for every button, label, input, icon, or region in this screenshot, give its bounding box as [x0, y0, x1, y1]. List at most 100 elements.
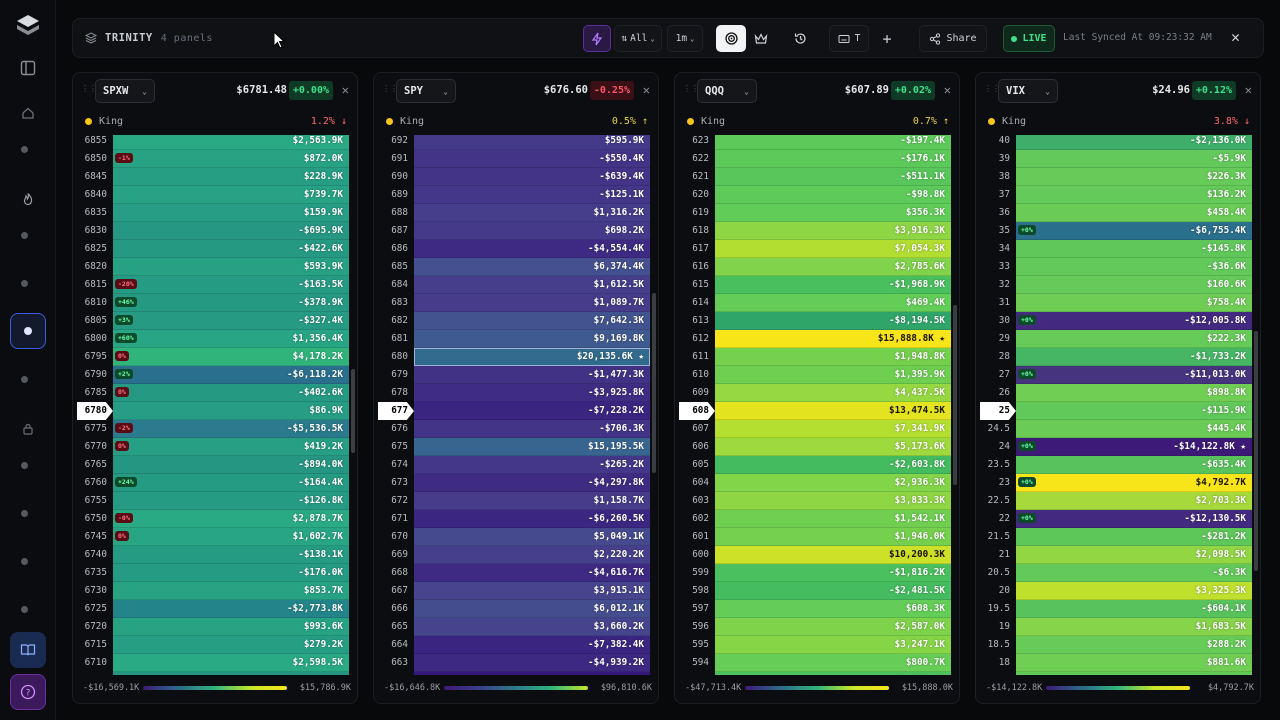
table-row[interactable]: 667 $3,915.1K	[374, 582, 658, 600]
table-row[interactable]: 6785 0% -$402.6K	[73, 384, 357, 402]
table-row[interactable]: 609 $4,437.5K	[675, 384, 959, 402]
table-row[interactable]: 682 $7,642.3K	[374, 312, 658, 330]
table-row[interactable]: 29 $222.3K	[976, 330, 1260, 348]
table-row[interactable]: 26 $898.8K	[976, 384, 1260, 402]
table-row[interactable]: 683 $1,089.7K	[374, 294, 658, 312]
table-row[interactable]: 21.5 -$281.2K	[976, 528, 1260, 546]
ticker-dropdown[interactable]: VIX ⌄	[998, 79, 1058, 103]
reset-button[interactable]	[787, 25, 813, 52]
drag-handle-icon[interactable]: ⋮⋮	[683, 84, 699, 93]
table-row[interactable]: 673 -$4,297.8K	[374, 474, 658, 492]
table-row[interactable]: 687 $698.2K	[374, 222, 658, 240]
interval-dropdown[interactable]: 1m ⌄	[667, 25, 703, 52]
table-row[interactable]: 28 -$1,733.2K	[976, 348, 1260, 366]
strike-grid[interactable]: 6855 $2,563.9K 6850 -1% $872.0K 6845 $22…	[73, 135, 357, 675]
book-icon[interactable]	[10, 632, 46, 668]
table-row[interactable]: 23 +0% $4,792.7K	[976, 474, 1260, 492]
table-row[interactable]: 6715 $279.2K	[73, 636, 357, 654]
help-icon[interactable]: ?	[10, 674, 46, 710]
table-row[interactable]: 608 $13,474.5K	[675, 402, 959, 420]
table-row[interactable]: 599 -$1,816.2K	[675, 564, 959, 582]
table-row[interactable]: 6775 -2% -$5,536.5K	[73, 420, 357, 438]
table-row[interactable]: 600 $10,200.3K	[675, 546, 959, 564]
lightning-button[interactable]	[583, 25, 611, 52]
table-row[interactable]: 607 $7,341.9K	[675, 420, 959, 438]
table-row[interactable]: 688 $1,316.2K	[374, 204, 658, 222]
table-row[interactable]: 6855 $2,563.9K	[73, 135, 357, 150]
table-row[interactable]: 689 -$125.1K	[374, 186, 658, 204]
dot-icon[interactable]	[21, 462, 28, 469]
crown-button[interactable]	[747, 25, 775, 52]
table-row[interactable]: 6735 -$176.0K	[73, 564, 357, 582]
table-row[interactable]: 19.5 -$604.1K	[976, 600, 1260, 618]
table-row[interactable]: 6720 $993.6K	[73, 618, 357, 636]
table-row[interactable]: 612 $15,888.8K ★	[675, 330, 959, 348]
table-row[interactable]: 680 $20,135.6K ★	[374, 348, 658, 366]
table-row[interactable]: 6800 +60% $1,356.4K	[73, 330, 357, 348]
table-row[interactable]: 20 $3,325.3K	[976, 582, 1260, 600]
table-row[interactable]: 6705 -$1,015.1K	[73, 672, 357, 675]
table-row[interactable]: 614 $469.4K	[675, 294, 959, 312]
table-row[interactable]: 40 -$2,136.0K	[976, 135, 1260, 150]
table-row[interactable]: 32 $160.6K	[976, 276, 1260, 294]
close-icon[interactable]: ✕	[1231, 28, 1241, 46]
table-row[interactable]: 6840 $739.7K	[73, 186, 357, 204]
table-row[interactable]: 36 $458.4K	[976, 204, 1260, 222]
table-row[interactable]: 6795 0% $4,178.2K	[73, 348, 357, 366]
home-icon[interactable]	[10, 95, 46, 131]
table-row[interactable]: 6845 $228.9K	[73, 168, 357, 186]
table-row[interactable]: 616 $2,785.6K	[675, 258, 959, 276]
table-row[interactable]: 39 -$5.9K	[976, 150, 1260, 168]
table-row[interactable]: 601 $1,946.0K	[675, 528, 959, 546]
table-row[interactable]: 602 $1,542.1K	[675, 510, 959, 528]
table-row[interactable]: 34 -$145.8K	[976, 240, 1260, 258]
table-row[interactable]: 24.5 $445.4K	[976, 420, 1260, 438]
table-row[interactable]: 19 $1,683.5K	[976, 618, 1260, 636]
table-row[interactable]: 24 +0% -$14,122.8K ★	[976, 438, 1260, 456]
flame-icon[interactable]	[10, 181, 46, 217]
table-row[interactable]: 6730 $853.7K	[73, 582, 357, 600]
table-row[interactable]: 613 -$8,194.5K	[675, 312, 959, 330]
scrollbar[interactable]	[351, 369, 355, 453]
table-row[interactable]: 681 $9,169.8K	[374, 330, 658, 348]
table-row[interactable]: 6750 -0% $2,878.7K	[73, 510, 357, 528]
table-row[interactable]: 23.5 -$635.4K	[976, 456, 1260, 474]
table-row[interactable]: 35 +0% -$6,755.4K	[976, 222, 1260, 240]
share-button[interactable]: Share	[919, 25, 987, 52]
scrollbar[interactable]	[652, 293, 656, 473]
close-icon[interactable]: ✕	[642, 83, 650, 97]
table-row[interactable]: 6780 $86.9K	[73, 402, 357, 420]
table-row[interactable]: 685 $6,374.4K	[374, 258, 658, 276]
table-row[interactable]: 22.5 $2,703.3K	[976, 492, 1260, 510]
table-row[interactable]: 6790 +2% -$6,118.2K	[73, 366, 357, 384]
logo-icon[interactable]	[10, 8, 46, 44]
table-row[interactable]: 22 +0% -$12,130.5K	[976, 510, 1260, 528]
table-row[interactable]: 6820 $593.9K	[73, 258, 357, 276]
table-row[interactable]: 6835 $159.9K	[73, 204, 357, 222]
table-row[interactable]: 615 -$1,968.9K	[675, 276, 959, 294]
table-row[interactable]: 33 -$36.6K	[976, 258, 1260, 276]
close-icon[interactable]: ✕	[341, 83, 349, 97]
table-row[interactable]: 604 $2,936.3K	[675, 474, 959, 492]
table-row[interactable]: 671 -$6,260.5K	[374, 510, 658, 528]
table-row[interactable]: 6725 -$2,773.8K	[73, 600, 357, 618]
table-row[interactable]: 664 -$7,382.4K	[374, 636, 658, 654]
ticker-dropdown[interactable]: SPY ⌄	[396, 79, 456, 103]
table-row[interactable]: 668 -$4,616.7K	[374, 564, 658, 582]
dot-icon[interactable]	[21, 376, 28, 383]
table-row[interactable]: 30 +0% -$12,005.8K	[976, 312, 1260, 330]
ticker-dropdown[interactable]: SPXW ⌄	[95, 79, 155, 103]
dot-icon[interactable]	[21, 606, 28, 613]
strike-grid[interactable]: 40 -$2,136.0K 39 -$5.9K 38 $226.3K 37 $1…	[976, 135, 1260, 675]
table-row[interactable]: 6770 0% $419.2K	[73, 438, 357, 456]
table-row[interactable]: 611 $1,948.8K	[675, 348, 959, 366]
table-row[interactable]: 38 $226.3K	[976, 168, 1260, 186]
sort-dropdown[interactable]: ⇅ All ⌄	[614, 25, 662, 52]
table-row[interactable]: 666 $6,012.1K	[374, 600, 658, 618]
table-row[interactable]: 6760 +24% -$164.4K	[73, 474, 357, 492]
drag-handle-icon[interactable]: ⋮⋮	[984, 84, 1000, 93]
table-row[interactable]: 6815 -20% -$163.5K	[73, 276, 357, 294]
table-row[interactable]: 6765 -$894.0K	[73, 456, 357, 474]
table-row[interactable]: 677 -$7,228.2K	[374, 402, 658, 420]
table-row[interactable]: 18 $881.6K	[976, 654, 1260, 672]
